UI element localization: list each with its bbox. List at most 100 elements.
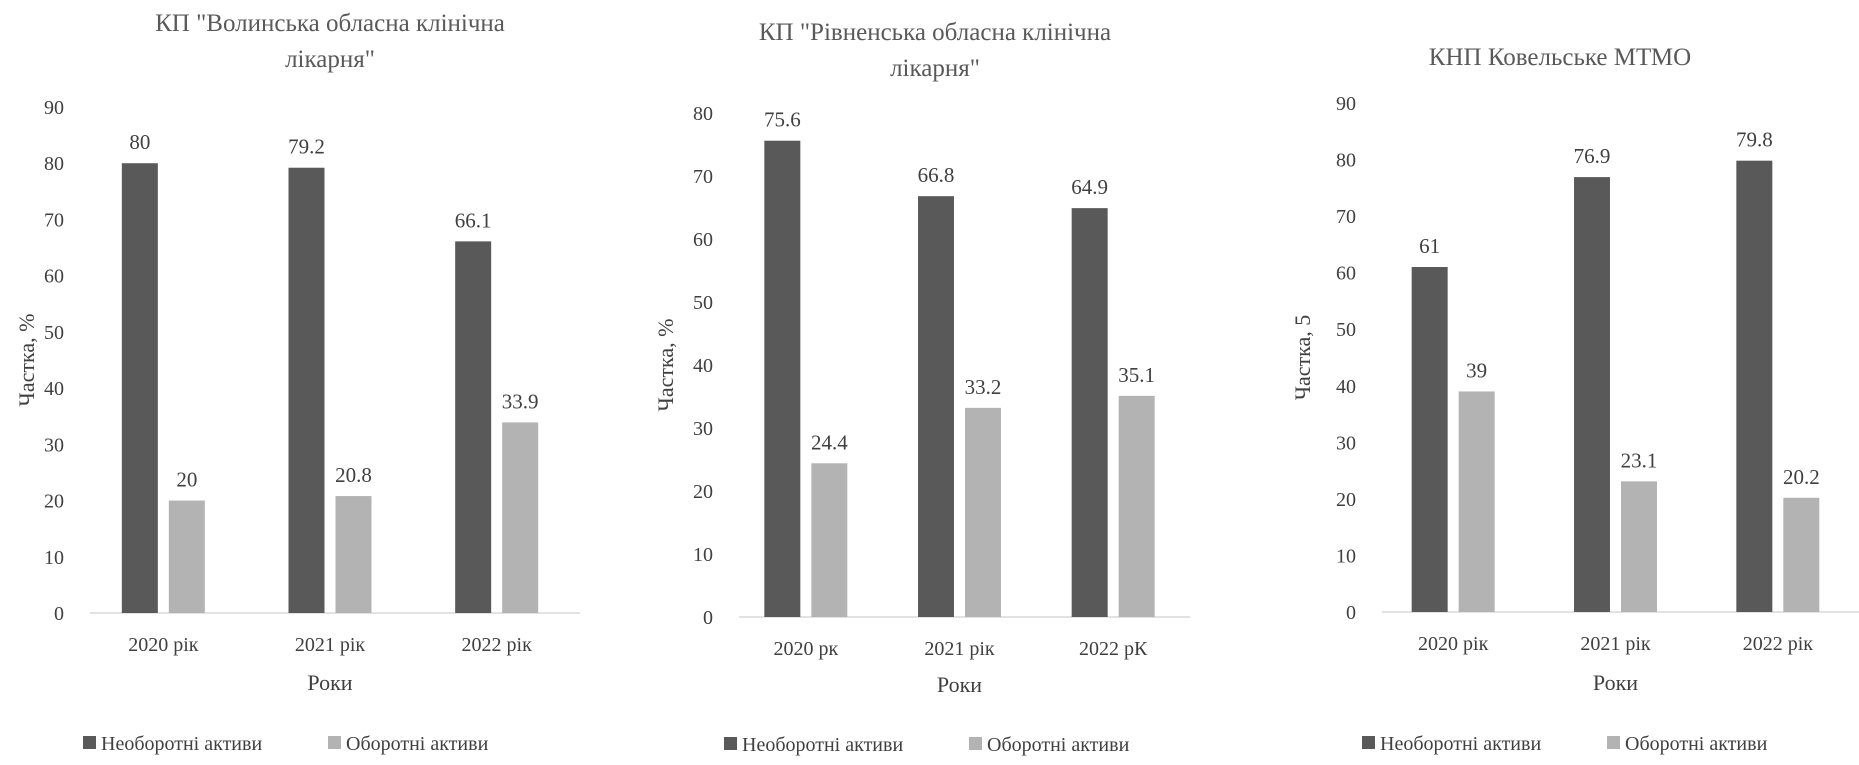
chart-title-line: лікарня" bbox=[890, 55, 980, 82]
data-label: 61 bbox=[1419, 234, 1440, 258]
chart-2: КП "Рівненська обласна клінічна лікарня" 0… bbox=[653, 19, 1190, 756]
y-tick-label: 10 bbox=[44, 547, 64, 569]
x-axis-title: Роки bbox=[1593, 670, 1638, 695]
y-tick-label: 20 bbox=[693, 481, 713, 503]
legend-label: Необоротні активи bbox=[1380, 733, 1541, 755]
y-tick-label: 60 bbox=[44, 266, 64, 288]
x-tick-label: 2020 рік bbox=[128, 634, 199, 656]
x-tick-label: 2021 рік bbox=[295, 634, 366, 656]
legend-swatch bbox=[328, 736, 341, 749]
y-tick-label: 40 bbox=[1336, 376, 1356, 398]
x-tick-label: 2022 рік bbox=[1743, 633, 1814, 655]
data-label: 66.1 bbox=[455, 208, 492, 232]
y-tick-label: 20 bbox=[1336, 489, 1356, 511]
bar-current-3 bbox=[1783, 497, 1820, 612]
data-label: 66.8 bbox=[918, 163, 955, 187]
x-axis-title: Роки bbox=[307, 670, 352, 695]
data-label: 33.9 bbox=[502, 389, 539, 413]
bar-current-2 bbox=[1621, 481, 1657, 612]
y-tick-label: 10 bbox=[1336, 545, 1356, 567]
data-label: 76.9 bbox=[1574, 144, 1611, 168]
data-label: 79.2 bbox=[288, 135, 325, 159]
data-label: 20 bbox=[176, 468, 197, 492]
bar-current-2 bbox=[965, 407, 1001, 617]
bar-current-3 bbox=[502, 422, 539, 613]
bar-noncurrent-1 bbox=[1411, 267, 1448, 612]
chart-1: КП "Волинська обласна клінічна лікарня" 0 1… bbox=[14, 10, 580, 755]
data-label: 20.8 bbox=[335, 463, 372, 487]
bar-current-1 bbox=[811, 463, 848, 617]
y-tick-label: 80 bbox=[1336, 150, 1356, 172]
y-tick-label: 0 bbox=[703, 607, 713, 629]
x-tick-label: 2021 рік bbox=[1580, 633, 1651, 655]
y-tick-label: 0 bbox=[54, 603, 64, 625]
bar-noncurrent-2 bbox=[1574, 177, 1610, 613]
bar-noncurrent-2 bbox=[288, 167, 325, 613]
y-tick-label: 50 bbox=[693, 292, 713, 314]
bar-noncurrent-1 bbox=[764, 140, 801, 617]
bar-noncurrent-3 bbox=[455, 241, 492, 614]
chart-title-line: КП "Волинська обласна клінічна bbox=[155, 10, 505, 37]
x-tick-label: 2022 рК bbox=[1079, 638, 1148, 660]
y-tick-label: 0 bbox=[1346, 602, 1356, 624]
chart-title-line: КНП Ковельське МТМО bbox=[1429, 44, 1691, 71]
legend-swatch bbox=[83, 736, 96, 749]
bar-current-1 bbox=[168, 500, 205, 613]
bar-noncurrent-1 bbox=[121, 163, 158, 613]
bar-noncurrent-3 bbox=[1071, 208, 1108, 617]
chart-title-line: лікарня" bbox=[285, 46, 375, 73]
y-axis-title: Частка, 5 bbox=[1290, 315, 1315, 401]
bar-noncurrent-3 bbox=[1736, 160, 1773, 613]
y-axis-title: Частка, % bbox=[14, 314, 39, 407]
legend-label: Необоротні активи bbox=[742, 734, 903, 756]
y-tick-label: 60 bbox=[693, 229, 713, 251]
y-tick-label: 90 bbox=[1336, 93, 1356, 115]
y-tick-label: 20 bbox=[44, 491, 64, 513]
data-label: 80 bbox=[129, 130, 150, 154]
data-label: 79.8 bbox=[1736, 128, 1773, 152]
y-tick-label: 70 bbox=[1336, 206, 1356, 228]
y-tick-label: 70 bbox=[693, 166, 713, 188]
x-tick-label: 2021 рік bbox=[924, 638, 995, 660]
data-label: 64.9 bbox=[1071, 175, 1108, 199]
bar-current-2 bbox=[335, 496, 372, 613]
bar-current-1 bbox=[1458, 391, 1495, 612]
y-tick-label: 40 bbox=[693, 355, 713, 377]
y-tick-label: 90 bbox=[44, 97, 64, 119]
legend-swatch bbox=[969, 737, 982, 750]
y-tick-label: 80 bbox=[693, 103, 713, 125]
legend-swatch bbox=[1362, 736, 1375, 749]
data-label: 20.2 bbox=[1783, 465, 1820, 489]
y-tick-label: 30 bbox=[44, 434, 64, 456]
y-tick-label: 30 bbox=[1336, 432, 1356, 454]
x-tick-label: 2020 рк bbox=[773, 638, 838, 660]
y-tick-label: 50 bbox=[44, 322, 64, 344]
y-tick-label: 50 bbox=[1336, 319, 1356, 341]
y-tick-label: 40 bbox=[44, 378, 64, 400]
y-tick-label: 10 bbox=[693, 544, 713, 566]
data-label: 39 bbox=[1466, 358, 1487, 382]
bar-current-3 bbox=[1118, 395, 1155, 617]
x-tick-label: 2022 рік bbox=[462, 634, 533, 656]
y-axis-title: Частка, % bbox=[653, 319, 678, 412]
bar-noncurrent-2 bbox=[918, 196, 954, 617]
data-label: 24.4 bbox=[811, 430, 848, 454]
y-tick-label: 70 bbox=[44, 209, 64, 231]
legend-label: Оборотні активи bbox=[346, 733, 489, 755]
chart-3: КНП Ковельське МТМО 0 10 20 30 40 50 60 70 80 90 Ча… bbox=[1290, 44, 1859, 755]
y-tick-label: 80 bbox=[44, 153, 64, 175]
x-axis-title: Роки bbox=[937, 672, 982, 697]
data-label: 35.1 bbox=[1118, 363, 1155, 387]
y-tick-label: 30 bbox=[693, 418, 713, 440]
legend-swatch bbox=[724, 737, 737, 750]
legend-label: Необоротні активи bbox=[101, 733, 262, 755]
data-label: 75.6 bbox=[764, 108, 801, 132]
legend-swatch bbox=[1607, 736, 1620, 749]
data-label: 33.2 bbox=[965, 375, 1002, 399]
legend-label: Оборотні активи bbox=[1625, 733, 1768, 755]
x-tick-label: 2020 рік bbox=[1418, 633, 1489, 655]
chart-title-line: КП "Рівненська обласна клінічна bbox=[759, 19, 1111, 46]
data-label: 23.1 bbox=[1621, 448, 1658, 472]
legend-label: Оборотні активи bbox=[987, 734, 1130, 756]
